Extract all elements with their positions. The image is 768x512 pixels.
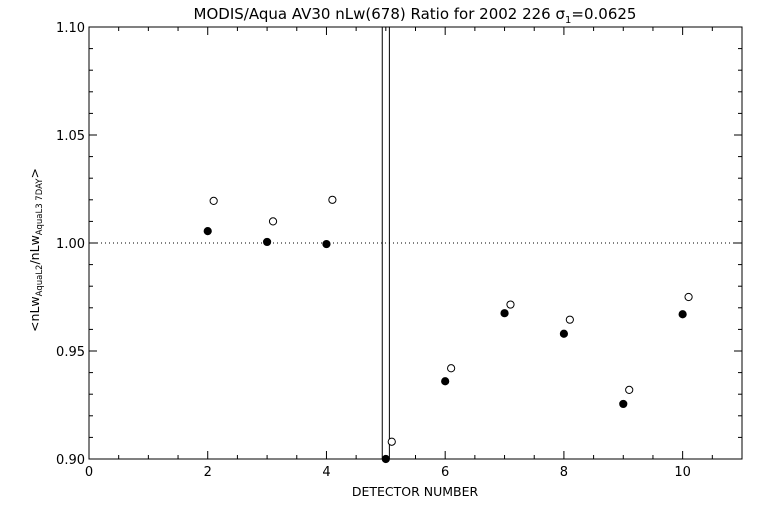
data-point-open	[684, 292, 693, 302]
y-axis-label-sub1: AquaL2	[35, 265, 45, 297]
x-tick-label: 4	[322, 465, 330, 480]
y-tick-label: 1.10	[56, 21, 85, 36]
chart-title-suffix: =0.0625	[571, 5, 636, 23]
chart-title-sigma: σ	[556, 5, 566, 23]
data-points	[203, 195, 693, 464]
x-axis-label: DETECTOR NUMBER	[352, 484, 479, 499]
reference-lines	[89, 27, 742, 459]
x-tick-label: 6	[441, 465, 449, 480]
y-axis-label-part3: >	[27, 168, 42, 178]
data-point-open	[625, 385, 634, 394]
data-point-open	[268, 217, 278, 226]
data-point-filled	[322, 239, 331, 249]
x-tick-label: 10	[674, 465, 691, 480]
chart-title-prefix: MODIS/Aqua AV30 nLw(678) Ratio for 2002 …	[194, 5, 556, 23]
tick-labels: 0 2 4 6 8 10 0.90 0.95 1.00 1.05 1.10	[56, 21, 691, 480]
data-point-filled	[559, 329, 569, 338]
data-point-filled	[203, 227, 212, 236]
data-point-open	[328, 195, 337, 204]
y-axis-label-part1: <nLw	[27, 296, 42, 332]
data-point-filled	[619, 399, 628, 409]
y-axis-label-part2: /nLw	[27, 235, 42, 264]
chart-title: MODIS/Aqua AV30 nLw(678) Ratio for 2002 …	[194, 5, 637, 26]
y-tick-label: 0.90	[56, 453, 85, 468]
y-axis-label-sub2: AquaL3 7DAY	[35, 178, 45, 235]
data-point-open	[565, 315, 574, 324]
plot-frame	[88, 26, 743, 460]
data-point-open	[447, 364, 456, 373]
data-point-open	[506, 300, 515, 309]
data-point-filled	[500, 309, 509, 318]
data-point-filled	[441, 377, 450, 386]
x-tick-label: 2	[204, 465, 212, 480]
y-tick-label: 1.00	[56, 237, 85, 252]
y-axis-label: <nLwAquaL2/nLwAquaL3 7DAY>	[27, 168, 45, 332]
chart-title-sigma-sub: 1	[565, 15, 571, 26]
data-point-open	[387, 437, 396, 446]
data-point-filled	[381, 454, 390, 464]
x-tick-label: 8	[560, 465, 568, 480]
x-tick-label: 0	[85, 465, 93, 480]
axis-ticks	[88, 26, 743, 460]
data-point-filled	[262, 237, 272, 247]
y-tick-label: 0.95	[56, 345, 85, 360]
y-tick-label: 1.05	[56, 129, 85, 144]
data-point-open	[209, 196, 218, 205]
data-point-filled	[678, 310, 687, 319]
